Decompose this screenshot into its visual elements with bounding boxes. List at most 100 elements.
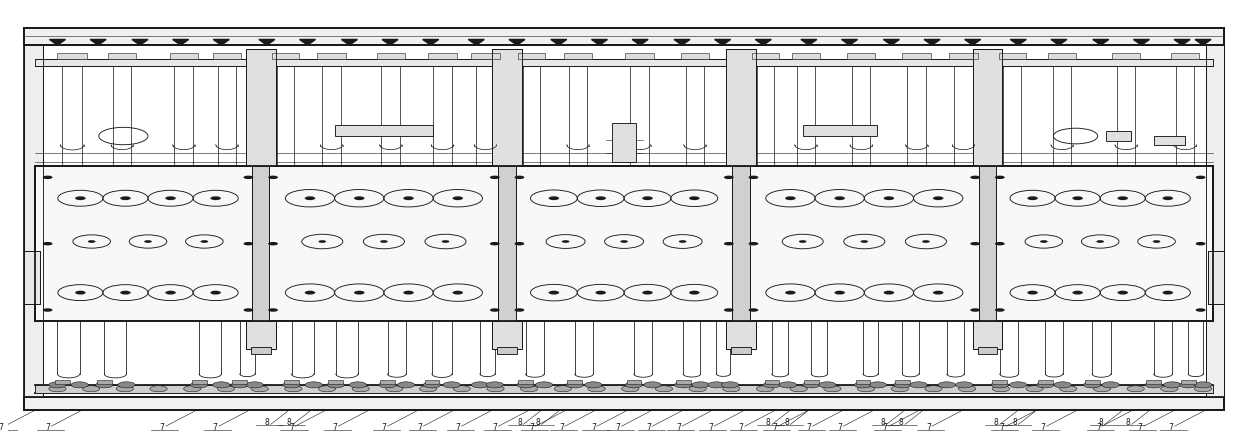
Text: 7: 7 — [806, 421, 811, 431]
Text: 7: 7 — [837, 421, 842, 431]
Bar — [97, 380, 112, 384]
Text: 7: 7 — [0, 421, 4, 431]
Circle shape — [689, 291, 699, 295]
Circle shape — [994, 242, 1004, 246]
Circle shape — [554, 386, 572, 392]
Circle shape — [1153, 240, 1161, 243]
Bar — [35, 385, 1213, 393]
Polygon shape — [382, 40, 398, 46]
Circle shape — [1117, 291, 1128, 295]
Circle shape — [453, 291, 463, 295]
Bar — [847, 54, 875, 59]
Bar — [25, 252, 40, 304]
Circle shape — [243, 242, 253, 246]
Circle shape — [1084, 382, 1101, 388]
Circle shape — [268, 242, 278, 246]
Circle shape — [1146, 382, 1162, 388]
Text: 7: 7 — [213, 421, 217, 431]
Circle shape — [1163, 382, 1180, 388]
Circle shape — [213, 382, 229, 388]
Circle shape — [621, 386, 639, 392]
Circle shape — [785, 291, 796, 295]
Bar — [1038, 380, 1053, 384]
Bar — [272, 54, 299, 59]
Circle shape — [749, 176, 759, 180]
Circle shape — [1161, 386, 1178, 392]
Polygon shape — [714, 40, 730, 46]
Circle shape — [642, 197, 652, 201]
Bar — [1147, 380, 1161, 384]
Circle shape — [165, 291, 176, 295]
Circle shape — [150, 386, 167, 392]
Polygon shape — [1174, 40, 1190, 46]
Circle shape — [785, 197, 796, 201]
Circle shape — [1025, 386, 1043, 392]
Circle shape — [381, 240, 388, 243]
Circle shape — [680, 240, 686, 243]
Circle shape — [689, 386, 707, 392]
Circle shape — [71, 382, 88, 388]
Bar — [727, 321, 756, 349]
Circle shape — [835, 291, 844, 295]
Circle shape — [536, 382, 553, 388]
Circle shape — [956, 382, 972, 388]
Bar — [492, 50, 522, 167]
Circle shape — [231, 382, 248, 388]
Circle shape — [521, 386, 538, 392]
Bar — [1205, 46, 1224, 397]
Text: 7: 7 — [1168, 421, 1173, 431]
Circle shape — [675, 382, 692, 388]
Circle shape — [355, 291, 365, 295]
Bar — [335, 126, 433, 137]
Text: 8: 8 — [1099, 417, 1104, 426]
Polygon shape — [1195, 40, 1211, 46]
Circle shape — [165, 197, 176, 201]
Circle shape — [95, 382, 113, 388]
Bar — [232, 380, 247, 384]
Text: 7: 7 — [646, 421, 651, 431]
Circle shape — [835, 197, 844, 201]
Bar — [978, 167, 996, 321]
Circle shape — [1073, 291, 1083, 295]
Bar — [611, 124, 636, 163]
Bar — [765, 380, 779, 384]
Text: 8: 8 — [536, 417, 541, 426]
Circle shape — [42, 309, 52, 312]
Circle shape — [959, 386, 976, 392]
Circle shape — [892, 386, 909, 392]
Bar — [252, 167, 269, 321]
Polygon shape — [341, 40, 357, 46]
Text: 7: 7 — [559, 421, 564, 431]
Circle shape — [268, 309, 278, 312]
Circle shape — [1127, 386, 1145, 392]
Circle shape — [1194, 386, 1211, 392]
Circle shape — [1073, 197, 1083, 201]
Text: 7: 7 — [999, 421, 1004, 431]
Bar — [25, 46, 42, 397]
Polygon shape — [91, 40, 107, 46]
Text: 8: 8 — [1012, 417, 1017, 426]
Bar — [25, 29, 1224, 46]
Bar — [252, 167, 269, 321]
Circle shape — [991, 382, 1008, 388]
Bar — [978, 167, 996, 321]
Circle shape — [799, 240, 806, 243]
Circle shape — [1060, 386, 1076, 392]
Bar — [246, 50, 275, 167]
Circle shape — [562, 240, 569, 243]
Circle shape — [1195, 176, 1205, 180]
Circle shape — [246, 382, 263, 388]
Circle shape — [994, 309, 1004, 312]
Bar — [428, 54, 456, 59]
Circle shape — [884, 291, 894, 295]
Text: 7: 7 — [1096, 421, 1101, 431]
Circle shape — [1163, 197, 1173, 201]
Polygon shape — [965, 40, 981, 46]
Bar — [35, 167, 1213, 321]
Circle shape — [756, 386, 774, 392]
Circle shape — [319, 240, 326, 243]
Circle shape — [858, 386, 874, 392]
Text: 7: 7 — [382, 421, 387, 431]
Bar — [727, 321, 756, 349]
Circle shape — [423, 382, 440, 388]
